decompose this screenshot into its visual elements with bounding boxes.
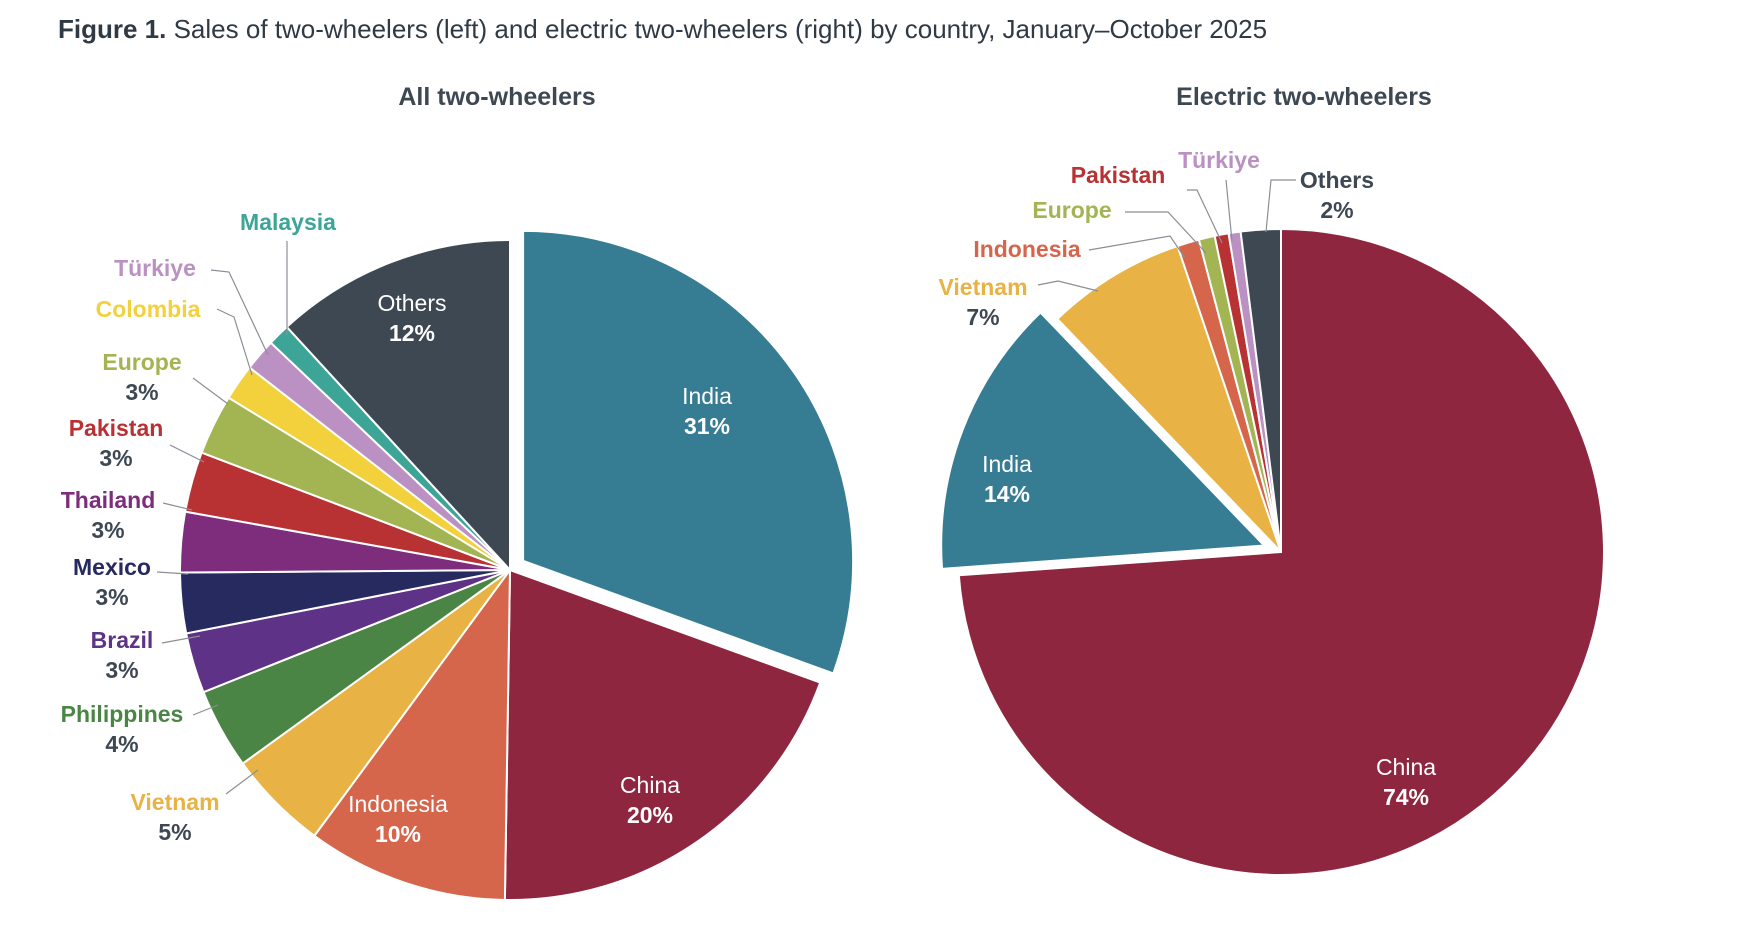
slice-label-elec-china: China bbox=[1376, 754, 1436, 780]
leader-line-elec-others bbox=[1265, 179, 1296, 233]
slice-value-all-mexico: 3% bbox=[95, 584, 128, 610]
slice-label-elec-others: Others bbox=[1300, 167, 1374, 193]
slice-label-all-europe: Europe bbox=[102, 349, 181, 375]
slice-label-elec-vietnam: Vietnam bbox=[938, 274, 1027, 300]
figure-label: Figure 1. bbox=[58, 14, 167, 44]
slice-label-all-mexico: Mexico bbox=[73, 554, 151, 580]
slice-value-all-europe: 3% bbox=[125, 379, 158, 405]
slice-value-all-vietnam: 5% bbox=[158, 819, 191, 845]
leader-line-elec-pakistan bbox=[1187, 189, 1223, 244]
slice-value-all-pakistan: 3% bbox=[99, 445, 132, 471]
slice-value-all-india: 31% bbox=[684, 413, 730, 439]
leader-line-all-mexico bbox=[156, 571, 189, 575]
slice-label-all-indonesia: Indonesia bbox=[348, 791, 448, 817]
leader-line-elec-vietnam bbox=[1037, 280, 1099, 292]
slice-label-all-turkiye: Türkiye bbox=[114, 255, 196, 281]
slice-label-elec-europe: Europe bbox=[1032, 197, 1111, 223]
leader-line-all-vietnam bbox=[225, 769, 259, 795]
leader-line-all-philippines bbox=[192, 704, 219, 716]
slice-value-elec-vietnam: 7% bbox=[966, 304, 999, 330]
slice-value-elec-china: 74% bbox=[1383, 784, 1429, 810]
slice-value-all-thailand: 3% bbox=[91, 517, 124, 543]
leader-line-elec-europe bbox=[1125, 211, 1207, 254]
slice-label-all-china: China bbox=[620, 772, 680, 798]
slice-value-all-philippines: 4% bbox=[105, 731, 138, 757]
chart-title-electric: Electric two-wheelers bbox=[1176, 83, 1432, 111]
slice-elec-india bbox=[940, 311, 1266, 570]
slice-all-china bbox=[503, 569, 822, 901]
slice-label-elec-pakistan: Pakistan bbox=[1071, 162, 1166, 188]
slice-label-all-vietnam: Vietnam bbox=[130, 789, 219, 815]
slice-label-all-others: Others bbox=[377, 290, 446, 316]
slice-all-indonesia bbox=[313, 569, 511, 901]
leader-line-all-europe bbox=[192, 377, 229, 405]
slice-label-elec-india: India bbox=[982, 451, 1032, 477]
slice-value-all-indonesia: 10% bbox=[375, 821, 421, 847]
slice-label-elec-turkiye: Türkiye bbox=[1178, 147, 1260, 173]
leader-line-all-brazil bbox=[161, 635, 201, 644]
slice-value-all-china: 20% bbox=[627, 802, 673, 828]
leader-line-all-turkiye bbox=[210, 269, 269, 356]
leader-line-all-thailand bbox=[162, 502, 193, 511]
figure-caption: Sales of two-wheelers (left) and electri… bbox=[173, 14, 1268, 44]
slice-all-india bbox=[522, 229, 855, 675]
leader-line-elec-indonesia bbox=[1088, 235, 1186, 259]
chart-title-all: All two-wheelers bbox=[398, 83, 595, 111]
slice-elec-others bbox=[1239, 228, 1282, 553]
slice-value-all-brazil: 3% bbox=[105, 657, 138, 683]
figure-title: Figure 1. Sales of two-wheelers (left) a… bbox=[58, 14, 1267, 45]
slice-all-others bbox=[285, 239, 511, 571]
leader-line-all-pakistan bbox=[169, 444, 205, 463]
slice-value-elec-india: 14% bbox=[984, 481, 1030, 507]
leader-line-all-colombia bbox=[216, 308, 253, 376]
leader-line-elec-turkiye bbox=[1225, 179, 1233, 242]
slice-label-all-pakistan: Pakistan bbox=[69, 415, 164, 441]
pie-electric-two-wheelers: China 74% India 14% Vietnam 7% Indonesia Europe… bbox=[938, 147, 1605, 876]
slice-value-elec-others: 2% bbox=[1320, 197, 1353, 223]
slice-label-all-colombia: Colombia bbox=[96, 296, 201, 322]
slice-elec-vietnam bbox=[1056, 245, 1282, 553]
slice-label-all-india: India bbox=[682, 383, 732, 409]
pie-all-two-wheelers: India 31% China 20% Indonesia 10% Vietnam 5% Phi… bbox=[61, 209, 855, 901]
slice-label-elec-indonesia: Indonesia bbox=[973, 236, 1081, 262]
slice-label-all-brazil: Brazil bbox=[91, 627, 154, 653]
slice-value-all-others: 12% bbox=[389, 320, 435, 346]
slice-label-all-thailand: Thailand bbox=[61, 487, 156, 513]
slice-label-all-malaysia: Malaysia bbox=[240, 209, 336, 235]
slice-label-all-philippines: Philippines bbox=[61, 701, 184, 727]
